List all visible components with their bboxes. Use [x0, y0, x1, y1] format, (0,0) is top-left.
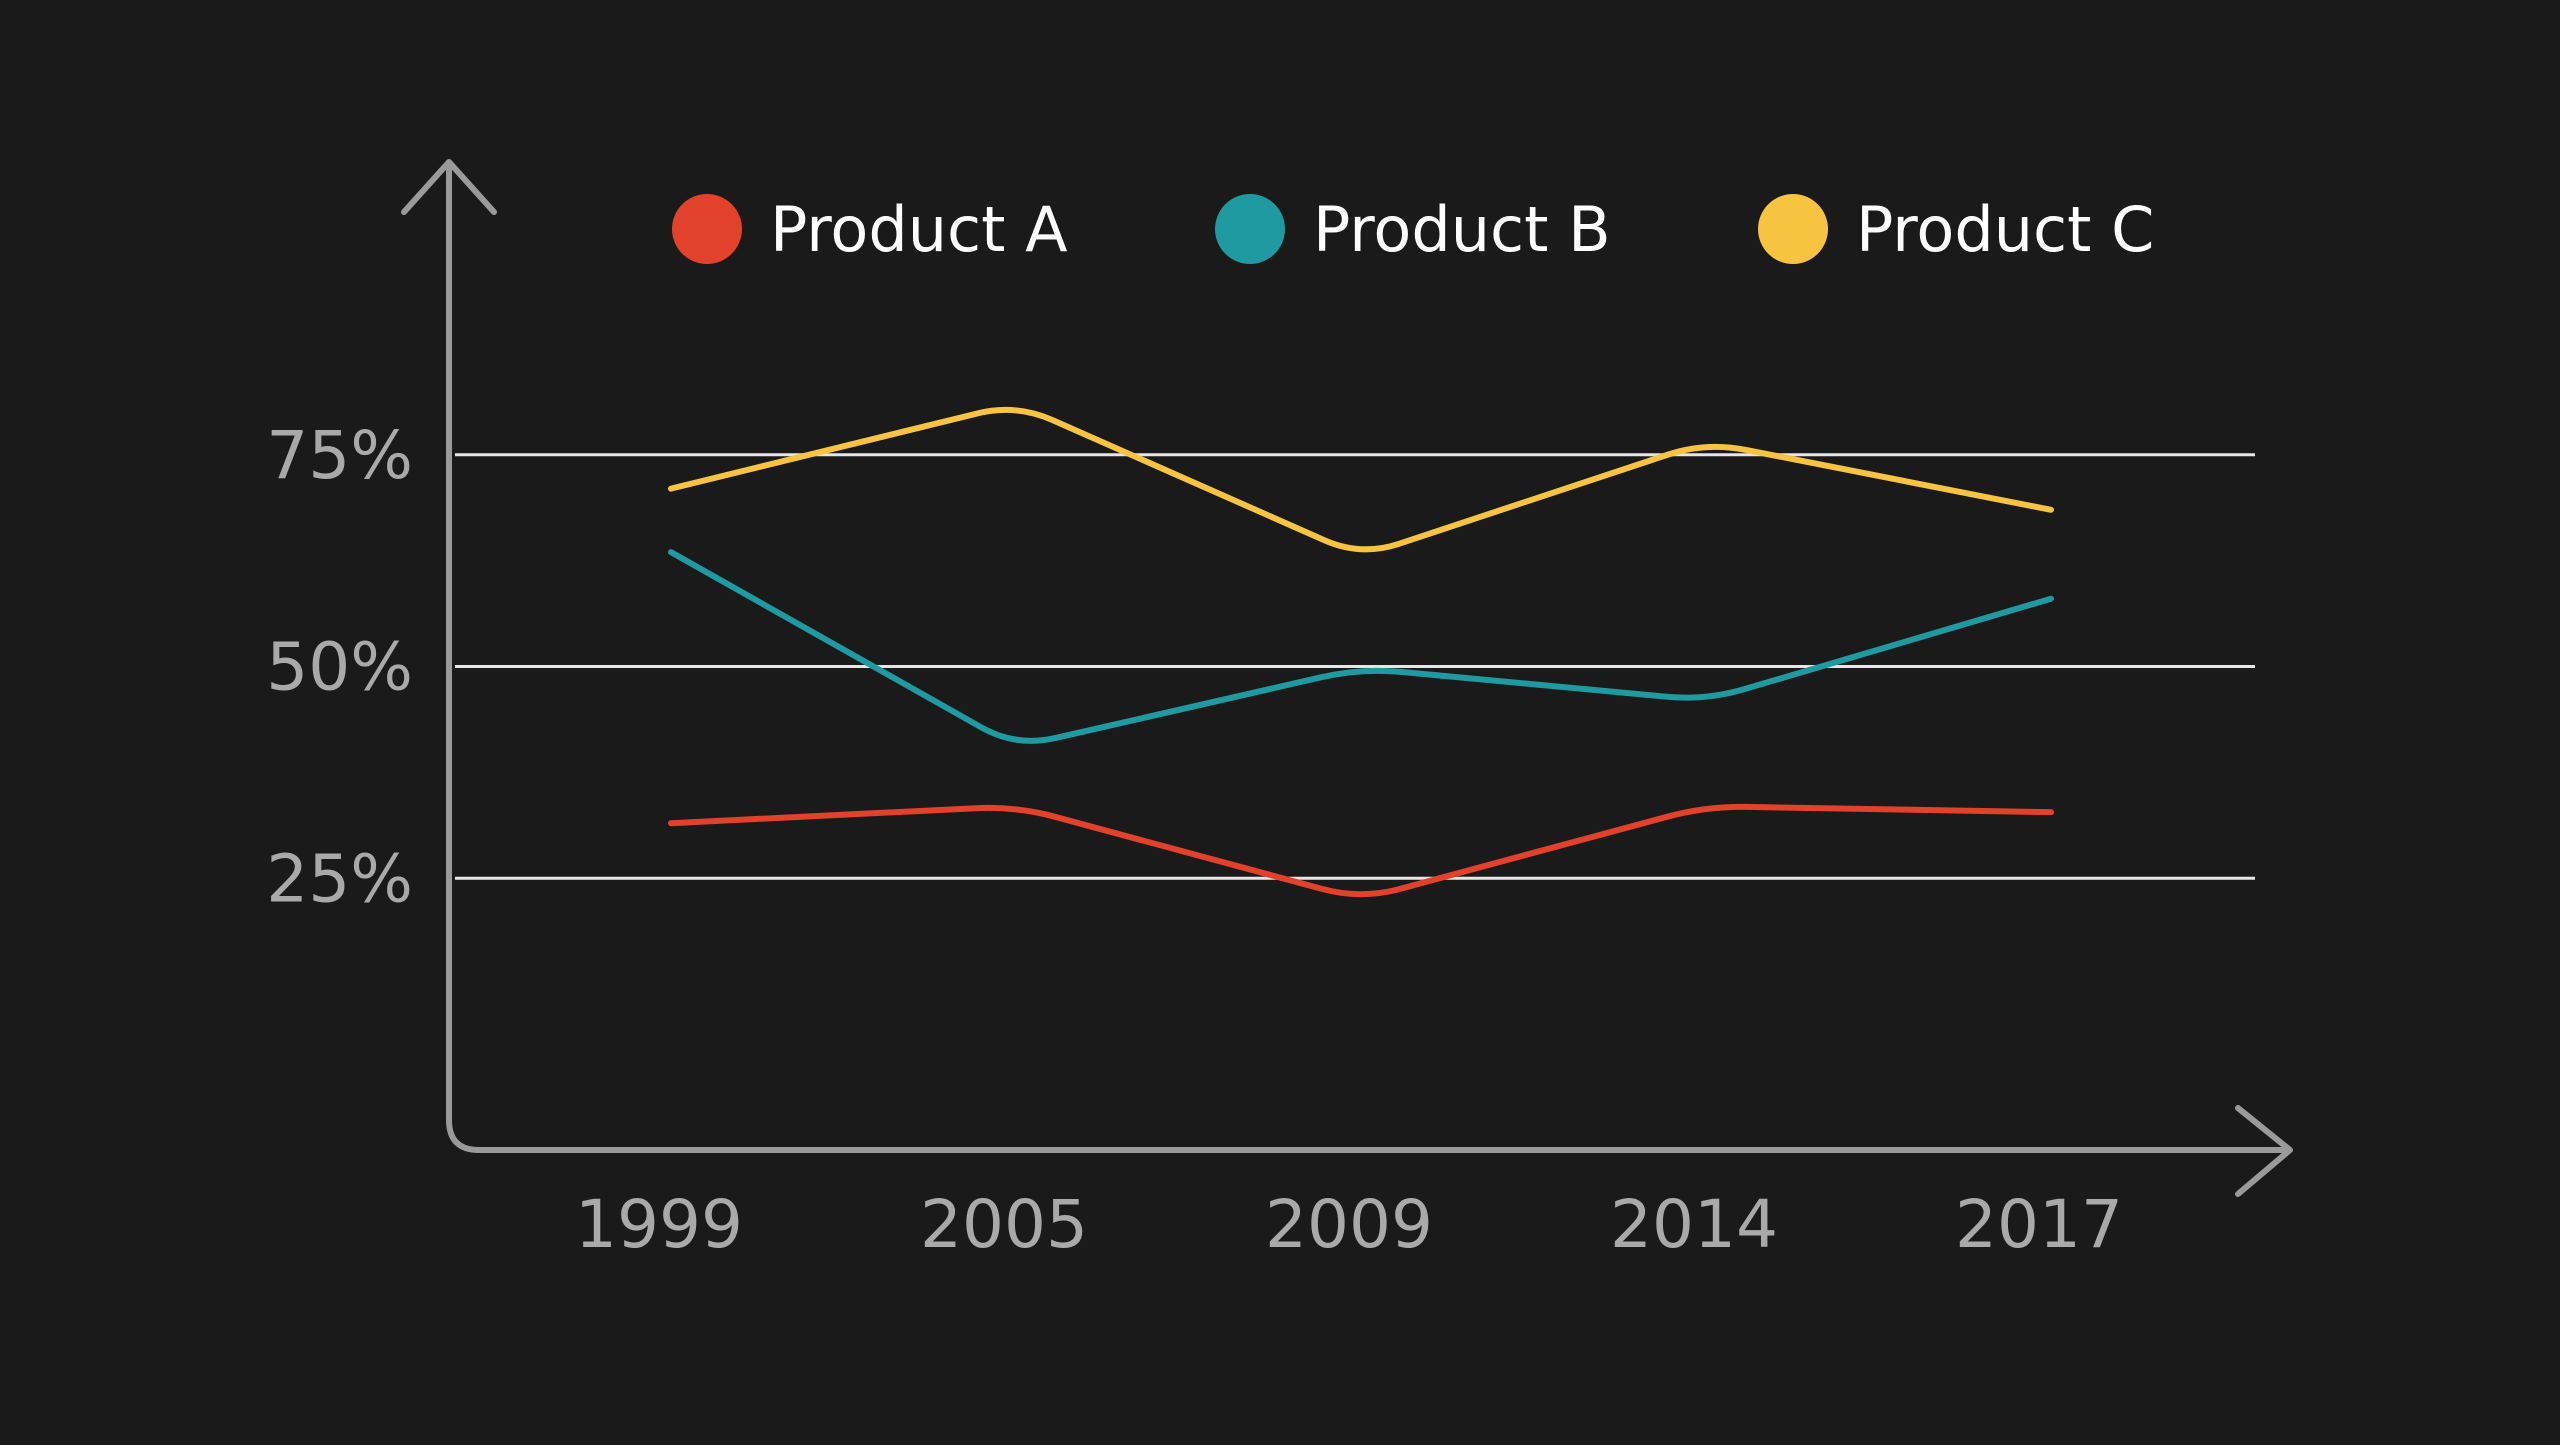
series-line-product-a	[668, 803, 2054, 898]
x-tick-label: 2009	[1265, 1186, 1433, 1263]
legend-label: Product A	[770, 193, 1068, 266]
y-tick-label: 50%	[266, 629, 413, 706]
x-tick-label: 2017	[1955, 1186, 2123, 1263]
legend: Product A Product B Product C	[672, 193, 2154, 266]
legend-item-product-b: Product B	[1215, 193, 1611, 266]
y-axis-arrow-icon	[401, 159, 497, 215]
axes	[401, 159, 2293, 1197]
y-tick-labels: 25% 50% 75%	[266, 417, 413, 918]
x-tick-label: 2014	[1610, 1186, 1778, 1263]
x-tick-labels: 1999 2005 2009 2014 2017	[575, 1186, 2123, 1263]
legend-item-product-c: Product C	[1758, 193, 2154, 266]
x-tick-label: 1999	[575, 1186, 743, 1263]
legend-dot-icon	[1758, 194, 1828, 264]
gridlines	[455, 453, 2255, 880]
series-lines	[668, 406, 2054, 898]
axes-line	[446, 162, 2288, 1153]
legend-label: Product C	[1856, 193, 2154, 266]
legend-label: Product B	[1313, 193, 1611, 266]
legend-item-product-a: Product A	[672, 193, 1068, 266]
series-line-product-b	[668, 549, 2054, 744]
x-tick-label: 2005	[920, 1186, 1088, 1263]
y-tick-label: 75%	[266, 417, 413, 494]
y-tick-label: 25%	[266, 840, 413, 917]
x-axis-arrow-icon	[2235, 1105, 2293, 1197]
series-line-product-c	[668, 406, 2054, 553]
legend-dot-icon	[1215, 194, 1285, 264]
legend-dot-icon	[672, 194, 742, 264]
